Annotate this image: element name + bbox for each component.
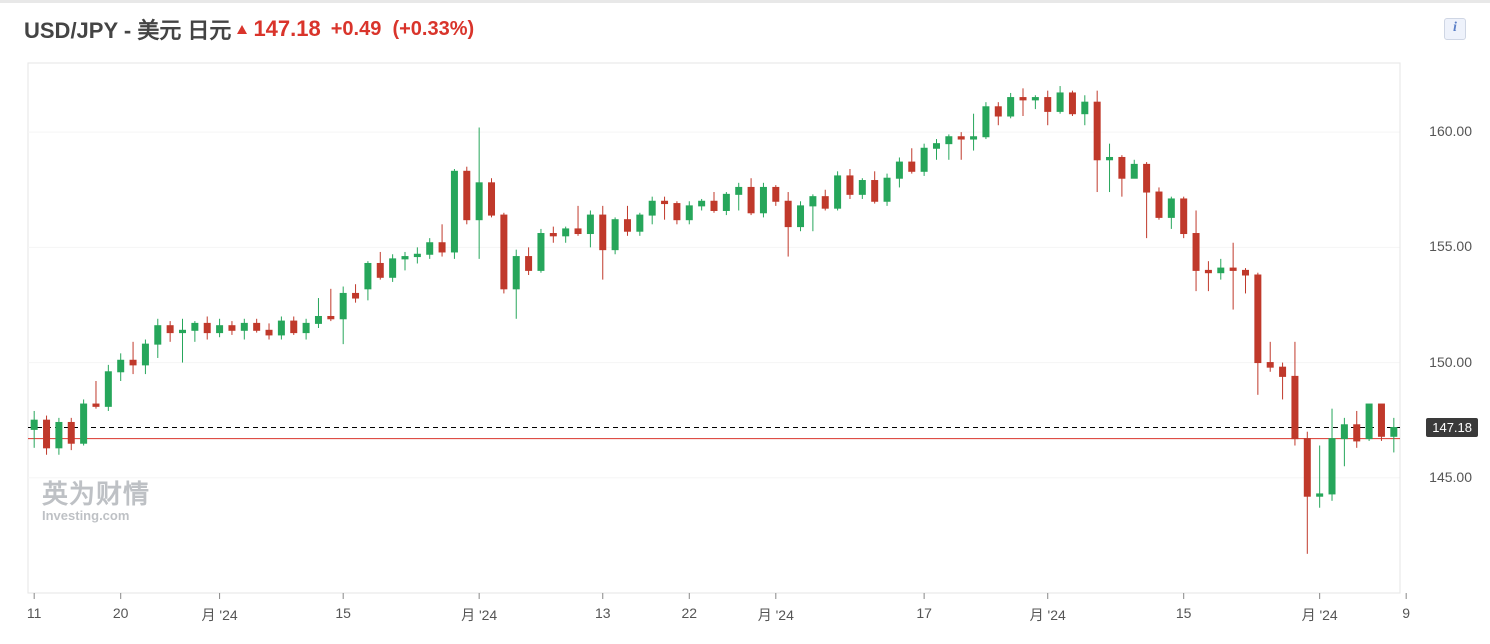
x-axis-tick: 11 — [27, 605, 42, 621]
x-axis-tick: 15 — [335, 605, 351, 621]
pair-symbol: USD/JPY - 美元 日元 — [24, 13, 231, 45]
chart-header: USD/JPY - 美元 日元 147.18 +0.49 (+0.33%) i — [0, 3, 1490, 53]
x-axis-tick: 20 — [113, 605, 129, 621]
y-axis-tick: 145.00 — [1429, 469, 1472, 485]
x-axis-tick: 17 — [916, 605, 932, 621]
x-axis-tick: 月 '24 — [1030, 605, 1066, 625]
change-abs: +0.49 — [331, 18, 382, 40]
y-axis-tick: 160.00 — [1429, 123, 1472, 139]
x-axis-tick: 月 '24 — [1302, 605, 1338, 625]
arrow-up-icon — [237, 25, 247, 34]
x-axis-tick: 月 '24 — [758, 605, 794, 625]
pair-name-cn: 美元 日元 — [137, 18, 231, 43]
x-axis-tick: 月 '24 — [202, 605, 238, 625]
y-axis-tick: 155.00 — [1429, 238, 1472, 254]
info-button[interactable]: i — [1444, 18, 1466, 40]
candlestick-chart — [0, 53, 1490, 643]
chart-container[interactable]: 英为财情 Investing.com 147.18 145.00150.0015… — [0, 53, 1490, 643]
x-axis-tick: 15 — [1176, 605, 1192, 621]
last-price: 147.18 — [253, 16, 320, 42]
x-axis-tick: 9 — [1402, 605, 1410, 621]
price-change: +0.49 (+0.33%) — [331, 18, 474, 41]
change-pct: (+0.33%) — [392, 18, 474, 40]
x-axis-tick: 月 '24 — [461, 605, 497, 625]
pair-code: USD/JPY — [24, 18, 118, 43]
y-axis-tick: 150.00 — [1429, 354, 1472, 370]
x-axis-tick: 13 — [595, 605, 611, 621]
x-axis-tick: 22 — [681, 605, 697, 621]
current-price-label: 147.18 — [1426, 418, 1478, 437]
separator: - — [118, 18, 138, 43]
